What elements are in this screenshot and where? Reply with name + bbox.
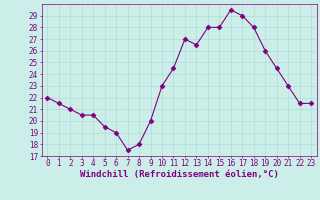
X-axis label: Windchill (Refroidissement éolien,°C): Windchill (Refroidissement éolien,°C) xyxy=(80,170,279,179)
